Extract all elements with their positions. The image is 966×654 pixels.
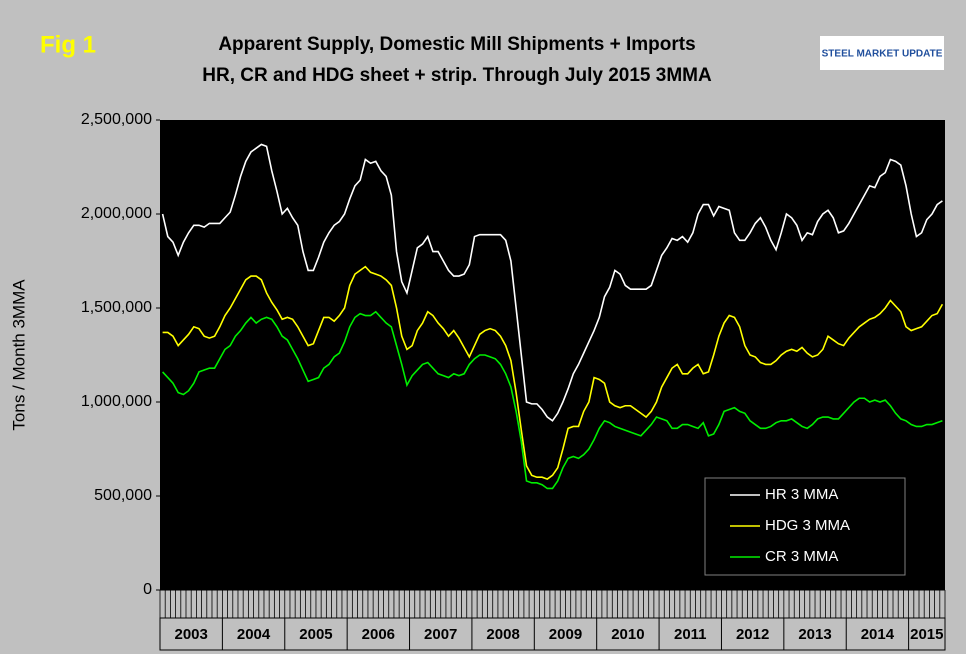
x-tick-label: 2015 xyxy=(910,626,943,643)
logo-box xyxy=(820,36,944,70)
x-tick-label: 2011 xyxy=(674,626,707,643)
y-tick-label: 2,000,000 xyxy=(81,205,152,222)
x-tick-label: 2007 xyxy=(424,626,457,643)
y-tick-label: 500,000 xyxy=(94,487,152,504)
x-tick-label: 2005 xyxy=(299,626,332,643)
series-line xyxy=(162,265,944,480)
x-tick-label: 2009 xyxy=(549,626,582,643)
y-axis-label: Tons / Month 3MMA xyxy=(9,279,28,431)
y-tick-label: 0 xyxy=(143,581,152,598)
figure-label: Fig 1 xyxy=(40,31,96,58)
y-tick-label: 1,000,000 xyxy=(81,393,152,410)
y-tick-label: 1,500,000 xyxy=(81,299,152,316)
chart-subtitle: HR, CR and HDG sheet + strip. Through Ju… xyxy=(202,65,712,86)
x-tick-label: 2014 xyxy=(861,626,895,643)
series-line xyxy=(161,143,943,422)
x-tick-label: 2004 xyxy=(237,626,271,643)
series-line xyxy=(162,310,943,490)
chart-title: Apparent Supply, Domestic Mill Shipments… xyxy=(218,34,695,55)
x-tick-label: 2010 xyxy=(611,626,644,643)
x-tick-label: 2013 xyxy=(798,626,831,643)
y-tick-label: 2,500,000 xyxy=(81,111,152,128)
x-tick-label: 2012 xyxy=(736,626,769,643)
x-band-area xyxy=(159,617,946,651)
logo: STEEL MARKET UPDATE xyxy=(822,49,943,60)
x-tick-label: 2008 xyxy=(486,626,519,643)
legend-label: HDG 3 MMA xyxy=(765,517,850,534)
legend-label: HR 3 MMA xyxy=(765,486,838,503)
legend-label: CR 3 MMA xyxy=(765,548,838,565)
x-tick-label: 2003 xyxy=(175,626,208,643)
x-tick-label: 2006 xyxy=(362,626,395,643)
